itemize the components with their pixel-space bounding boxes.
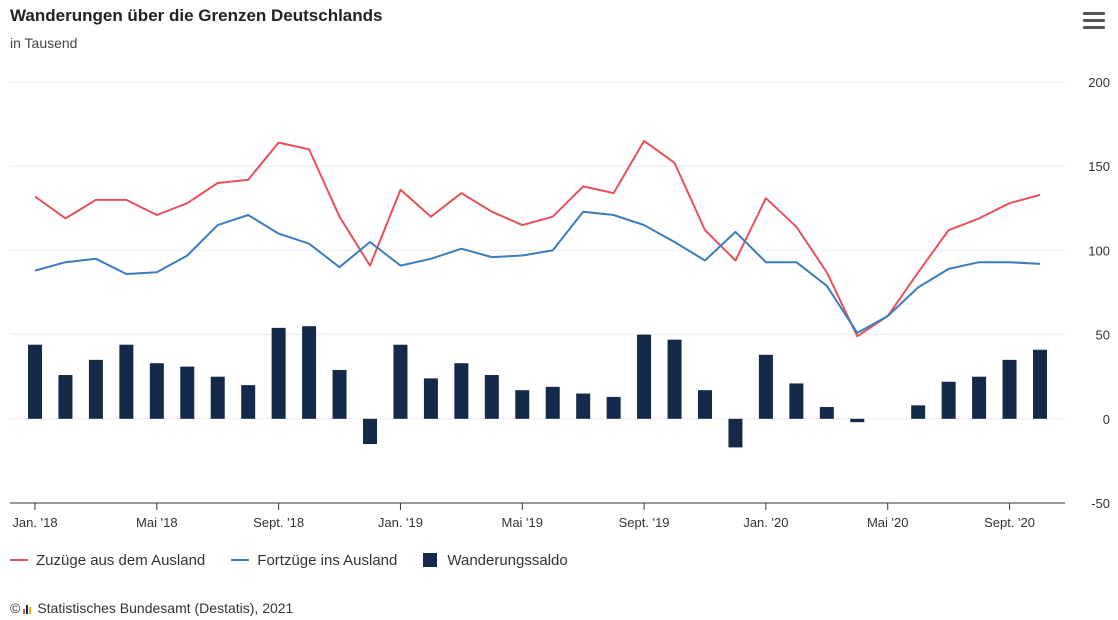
destatis-logo-icon <box>23 603 32 614</box>
bar-saldo <box>576 393 591 419</box>
bar-saldo <box>728 418 743 448</box>
bar-saldo <box>758 354 773 419</box>
chart-title: Wanderungen über die Grenzen Deutschland… <box>10 6 383 25</box>
x-tick-label: Jan. '19 <box>378 515 423 530</box>
hamburger-menu-icon[interactable] <box>1083 12 1105 32</box>
y-tick-label: -50 <box>1091 496 1110 511</box>
legend-item-fortzuege[interactable]: Fortzüge ins Ausland <box>231 552 397 569</box>
chart-credits[interactable]: © Statistisches Bundesamt (Destatis), 20… <box>10 600 293 616</box>
x-tick-label: Sept. '19 <box>619 515 670 530</box>
bar-saldo <box>332 369 347 419</box>
x-tick-label: Mai '20 <box>867 515 909 530</box>
bar-saldo <box>545 386 560 419</box>
y-tick-label: 150 <box>1088 159 1110 174</box>
y-tick-label: 50 <box>1096 328 1110 343</box>
bar-saldo <box>667 339 682 419</box>
legend-label-saldo: Wanderungssaldo <box>447 551 568 569</box>
bar-saldo <box>819 407 834 419</box>
bar-saldo <box>698 390 712 419</box>
bar-saldo <box>180 366 195 419</box>
bar-saldo <box>363 418 377 445</box>
bar-saldo <box>637 334 652 419</box>
x-tick-label: Sept. '20 <box>984 515 1035 530</box>
bar-saldo <box>911 405 926 419</box>
bar-saldo <box>850 418 865 423</box>
bar-saldo <box>393 344 408 419</box>
bar-saldo <box>302 326 317 419</box>
y-tick-label: 100 <box>1088 243 1110 258</box>
legend-item-zuzuege[interactable]: Zuzüge aus dem Ausland <box>10 552 205 569</box>
line-zuzuege <box>34 139 1041 338</box>
bar-saldo <box>941 381 956 419</box>
bar-saldo <box>1033 349 1047 419</box>
credits-text: Statistisches Bundesamt (Destatis), 2021 <box>37 600 294 616</box>
legend-item-saldo[interactable]: Wanderungssaldo <box>423 551 568 569</box>
x-tick-label: Jan. '18 <box>12 515 57 530</box>
x-tick-label: Sept. '18 <box>253 515 304 530</box>
bar-saldo <box>149 363 164 419</box>
x-tick-label: Jan. '20 <box>743 515 788 530</box>
line-fortzuege <box>34 210 1041 334</box>
bar-saldo <box>119 344 134 419</box>
legend-label-fortzuege: Fortzüge ins Ausland <box>257 551 398 569</box>
bar-saldo <box>271 327 286 419</box>
legend-label-zuzuege: Zuzüge aus dem Ausland <box>36 551 206 569</box>
chart-subtitle: in Tausend <box>10 35 78 51</box>
x-tick-label: Mai '19 <box>502 515 544 530</box>
bar-saldo <box>789 383 804 419</box>
bar-saldo <box>606 396 621 419</box>
bar-saldo <box>454 363 469 419</box>
y-tick-label: 0 <box>1103 412 1110 427</box>
legend-swatch-saldo <box>423 553 438 567</box>
bar-saldo <box>423 378 438 419</box>
legend-swatch-fortzuege <box>231 559 250 561</box>
x-tick-label: Mai '18 <box>136 515 178 530</box>
bar-saldo <box>241 385 256 419</box>
bar-saldo <box>1002 359 1017 419</box>
bar-saldo <box>58 375 73 419</box>
bar-saldo <box>28 344 42 419</box>
chart-plot: -50 0 50 100 150 200 Jan. '18 Mai '18 Sept. '18 J… <box>10 75 1110 530</box>
bar-saldo <box>515 390 530 419</box>
bar-saldo <box>484 375 499 419</box>
bar-saldo <box>972 376 987 419</box>
bar-saldo <box>210 376 225 419</box>
copyright-symbol: © <box>10 600 21 616</box>
y-tick-label: 200 <box>1088 75 1110 90</box>
bar-saldo <box>88 359 103 419</box>
chart-legend: Zuzüge aus dem Ausland Fortzüge ins Ausl… <box>10 549 594 571</box>
legend-swatch-zuzuege <box>10 559 28 561</box>
